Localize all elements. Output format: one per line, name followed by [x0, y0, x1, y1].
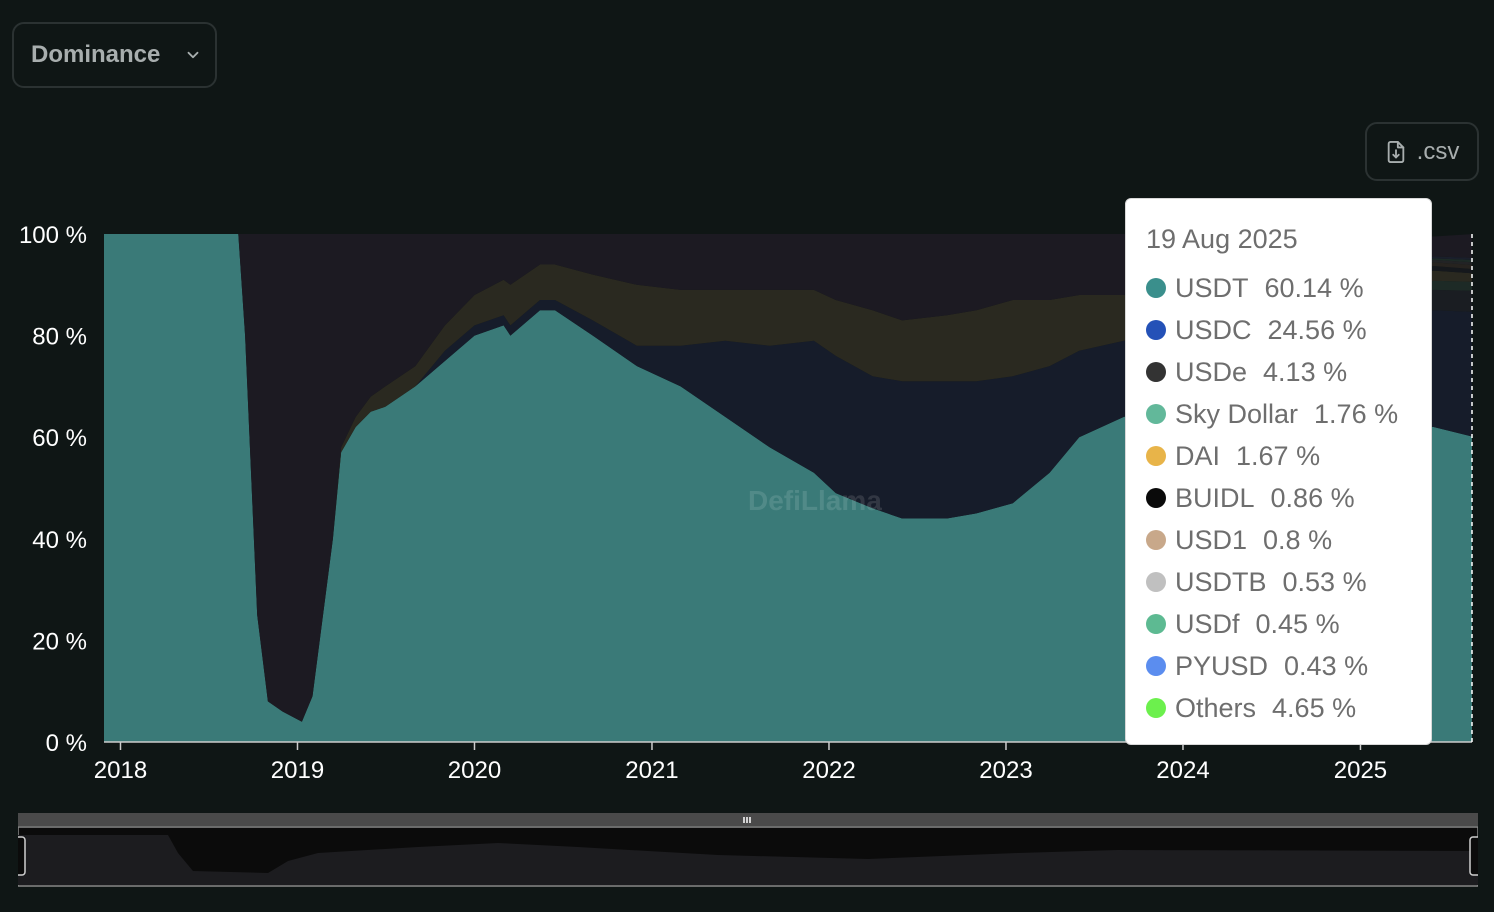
x-tick-label: 2018 [94, 757, 147, 784]
tooltip-series-name: BUIDL [1175, 483, 1255, 514]
y-tick-label: 60 % [32, 425, 87, 452]
tooltip-entry: USD1 0.8 % [1146, 519, 1431, 561]
tooltip-series-name: USDT [1175, 273, 1249, 304]
y-tick-label: 100 % [19, 222, 87, 249]
tooltip-entry: Sky Dollar 1.76 % [1146, 393, 1431, 435]
tooltip-series-value: 0.8 % [1263, 525, 1332, 556]
tooltip-series-name: USDe [1175, 357, 1247, 388]
navigator-scrollbar[interactable] [18, 813, 1478, 826]
series-color-dot [1146, 530, 1166, 550]
navigator-handle-right[interactable] [1470, 837, 1478, 875]
tooltip-series-value: 0.53 % [1283, 567, 1367, 598]
tooltip-series-name: USDf [1175, 609, 1240, 640]
tooltip-series-name: USDTB [1175, 567, 1267, 598]
series-color-dot [1146, 320, 1166, 340]
y-tick-label: 0 % [46, 730, 87, 757]
tooltip-series-value: 0.86 % [1271, 483, 1355, 514]
series-color-dot [1146, 278, 1166, 298]
series-color-dot [1146, 488, 1166, 508]
chart-tooltip: 19 Aug 2025 USDT 60.14 % USDC 24.56 % USDe 4.… [1125, 198, 1432, 745]
tooltip-entry: USDTB 0.53 % [1146, 561, 1431, 603]
y-tick-label: 80 % [32, 324, 87, 351]
navigator-handle-left[interactable] [18, 837, 25, 875]
tooltip-entry: PYUSD 0.43 % [1146, 645, 1431, 687]
x-tick-label: 2022 [802, 757, 855, 784]
tooltip-entry: USDf 0.45 % [1146, 603, 1431, 645]
tooltip-series-value: 0.45 % [1256, 609, 1340, 640]
tooltip-series-name: USD1 [1175, 525, 1247, 556]
y-tick-label: 40 % [32, 527, 87, 554]
tooltip-entry: USDe 4.13 % [1146, 351, 1431, 393]
tooltip-series-name: PYUSD [1175, 651, 1268, 682]
tooltip-series-name: DAI [1175, 441, 1220, 472]
tooltip-entries: USDT 60.14 % USDC 24.56 % USDe 4.13 % Sky Doll… [1146, 267, 1431, 729]
tooltip-entry: Others 4.65 % [1146, 687, 1431, 729]
x-tick-label: 2021 [625, 757, 678, 784]
tooltip-entry: USDC 24.56 % [1146, 309, 1431, 351]
x-tick-label: 2019 [271, 757, 324, 784]
tooltip-entry: USDT 60.14 % [1146, 267, 1431, 309]
y-tick-label: 20 % [32, 628, 87, 655]
series-color-dot [1146, 362, 1166, 382]
tooltip-series-value: 60.14 % [1265, 273, 1364, 304]
x-tick-label: 2023 [979, 757, 1032, 784]
tooltip-series-value: 4.13 % [1263, 357, 1347, 388]
y-axis: 0 % 20 % 40 % 60 % 80 % 100 % [19, 222, 87, 757]
tooltip-series-name: Sky Dollar [1175, 399, 1298, 430]
tooltip-entry: DAI 1.67 % [1146, 435, 1431, 477]
x-axis: 2018 2019 2020 2021 2022 2023 2024 2025 [94, 742, 1472, 784]
watermark: DefiLlama [748, 485, 882, 516]
tooltip-entry: BUIDL 0.86 % [1146, 477, 1431, 519]
tooltip-series-value: 4.65 % [1272, 693, 1356, 724]
series-color-dot [1146, 614, 1166, 634]
tooltip-series-name: USDC [1175, 315, 1252, 346]
series-color-dot [1146, 446, 1166, 466]
tooltip-date: 19 Aug 2025 [1146, 225, 1431, 253]
tooltip-series-name: Others [1175, 693, 1256, 724]
series-color-dot [1146, 404, 1166, 424]
tooltip-series-value: 1.76 % [1314, 399, 1398, 430]
series-color-dot [1146, 656, 1166, 676]
series-color-dot [1146, 572, 1166, 592]
x-tick-label: 2024 [1156, 757, 1209, 784]
range-navigator[interactable] [18, 813, 1478, 887]
series-color-dot [1146, 698, 1166, 718]
tooltip-series-value: 1.67 % [1236, 441, 1320, 472]
tooltip-series-value: 24.56 % [1268, 315, 1367, 346]
tooltip-series-value: 0.43 % [1284, 651, 1368, 682]
x-tick-label: 2020 [448, 757, 501, 784]
x-tick-label: 2025 [1334, 757, 1387, 784]
